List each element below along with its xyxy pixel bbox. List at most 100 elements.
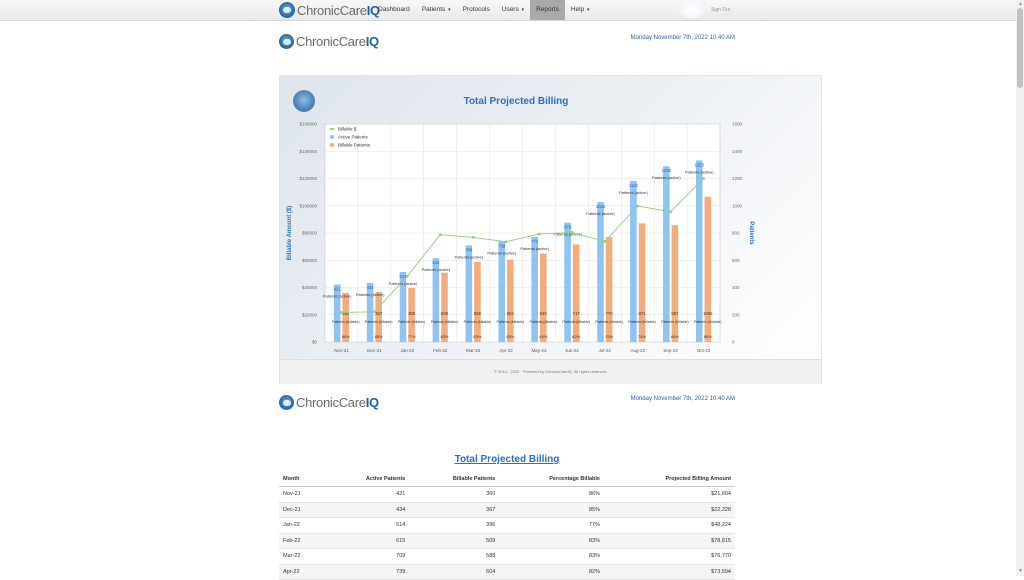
billable-dollars-point (372, 310, 376, 314)
column-header: Active Patients (324, 472, 410, 487)
bar-value-billable: 360 (342, 311, 350, 316)
bar-value-billable: 717 (573, 311, 581, 316)
table-cell: $78,815 (604, 533, 735, 549)
table-cell: Dec-21 (279, 502, 325, 518)
y-tick-label: $40000 (302, 285, 318, 290)
x-tick-label: Dec-21 (367, 348, 382, 353)
y2-tick-label: 800 (732, 231, 740, 236)
table-cell: $76,770 (604, 548, 735, 565)
legend-swatch-active (330, 135, 334, 139)
nav-menu: Dashboard Patients ▾ Protocols Users ▾ Repor… (372, 0, 596, 20)
scroll-down-arrow-icon[interactable]: ▼ (1018, 568, 1023, 574)
report-header-2: ChronicCareIQ Monday November 7th, 2022 … (279, 393, 739, 413)
bar-label-active: Patients (active) (652, 175, 681, 180)
chart-logo-icon (293, 90, 315, 112)
nav-logo[interactable]: ChronicCareIQ (279, 1, 380, 19)
report-header: ChronicCareIQ Monday November 7th, 2022 … (279, 32, 739, 52)
bar-label-active: Patients (active) (586, 211, 615, 216)
table-cell: $48,224 (604, 517, 735, 534)
billable-dollars-point (603, 240, 607, 243)
billable-dollars-point (570, 231, 574, 234)
nav-item-label: Protocols (462, 6, 490, 13)
bar-billable-patients (704, 196, 712, 342)
bar-active-patients (695, 160, 703, 342)
bar-label-active: Patients (active) (685, 169, 714, 174)
bar-value-active: 739 (498, 243, 506, 248)
chart-area: Total Projected Billing $0 $20000 $40000 $6… (280, 76, 821, 359)
y2-tick-label: 1400 (732, 149, 743, 154)
billable-dollars-point (669, 210, 673, 214)
bar-label-active: Patients (active) (553, 232, 582, 237)
bar-billable-patients (539, 253, 547, 342)
bar-percent-label: 77% (408, 334, 416, 339)
y-tick-label: $0 (312, 340, 318, 345)
chart-title: Total Projected Billing (463, 96, 569, 107)
scroll-thumb[interactable] (1017, 8, 1023, 88)
bar-percent-label: 83% (473, 334, 481, 339)
bar-billable-patients (638, 223, 646, 342)
report-logo-2: ChronicCareIQ (279, 393, 379, 411)
bar-value-active: 1290 (662, 168, 672, 173)
bar-label-active: Patients (active) (389, 281, 418, 286)
nav-item-label: Reports (536, 6, 559, 13)
bar-billable-patients (474, 261, 481, 342)
bar-value-active: 709 (465, 247, 473, 252)
x-tick-label: Jan-22 (400, 348, 414, 353)
legend-label: Billable $ (338, 127, 357, 132)
bar-label-billable: Patients (billable) (694, 320, 722, 324)
bar-label-active: Patients (active) (356, 292, 385, 297)
bar-label-billable: Patients (billable) (628, 320, 656, 324)
billable-dollars-point (537, 232, 541, 236)
user-avatar[interactable] (679, 2, 705, 18)
bar-value-active: 1182 (629, 183, 639, 188)
bar-value-billable: 367 (375, 311, 383, 316)
bar-value-billable: 396 (408, 311, 416, 316)
top-navbar: ChronicCareIQ Dashboard Patients ▾ Protoco… (0, 0, 1016, 21)
billable-dollars-point (471, 236, 475, 239)
table-cell: 514 (324, 517, 410, 534)
bar-label-active: Patients (active) (619, 190, 648, 195)
bar-active-patients (630, 180, 637, 342)
y2-axis-title: Patients (748, 221, 754, 245)
table-title-link[interactable]: Total Projected Billing (454, 454, 560, 465)
column-header: Month (279, 472, 325, 487)
bar-value-billable: 857 (671, 311, 679, 316)
x-tick-label: Jul-22 (599, 348, 612, 353)
chart-footer: © 2014 - 2022 · Powered by ChronicCareIQ… (280, 359, 821, 384)
bar-value-active: 421 (334, 287, 342, 292)
y-tick-label: $80000 (302, 231, 318, 236)
chevron-down-icon: ▾ (587, 7, 590, 13)
nav-item-label: Patients (421, 6, 446, 13)
table-cell: 588 (409, 548, 500, 565)
y-tick-label: $100000 (299, 203, 317, 208)
nav-item-help[interactable]: Help ▾ (565, 0, 596, 20)
bar-billable-patients (441, 272, 448, 342)
page-scrollbar[interactable]: ▲ ▼ (1016, 0, 1024, 576)
logo-heart-icon (279, 33, 294, 49)
nav-item-dashboard[interactable]: Dashboard (372, 0, 416, 20)
table-cell: 82% (499, 564, 604, 580)
table-cell: Mar-22 (279, 548, 325, 565)
chevron-down-icon: ▾ (448, 7, 451, 13)
table-cell: 360 (409, 486, 500, 503)
report-date-2: Monday November 7th, 2022 10:40 AM (630, 396, 735, 402)
nav-item-patients[interactable]: Patients ▾ (416, 0, 457, 20)
bar-billable-patients (572, 244, 580, 342)
bar-billable-patients (605, 237, 613, 342)
nav-item-reports[interactable]: Reports (530, 0, 565, 20)
bar-billable-patients (375, 291, 382, 342)
bar-percent-label: 74% (638, 334, 646, 339)
bar-label-billable: Patients (billable) (562, 320, 590, 324)
sign-out-link[interactable]: Sign Out (711, 7, 731, 13)
bar-value-active: 434 (367, 285, 375, 290)
nav-item-users[interactable]: Users ▾ (496, 0, 530, 20)
table-cell: Jan-22 (279, 517, 325, 534)
nav-item-protocols[interactable]: Protocols (457, 0, 496, 20)
table-cell: Nov-21 (279, 486, 325, 503)
bar-value-active: 772 (531, 239, 539, 244)
bar-label-active: Patients (active) (454, 254, 483, 259)
table-cell: 367 (409, 502, 500, 518)
table-cell: 83% (499, 533, 604, 549)
table-cell: 709 (324, 548, 410, 565)
scroll-up-arrow-icon[interactable]: ▲ (1018, 1, 1023, 7)
